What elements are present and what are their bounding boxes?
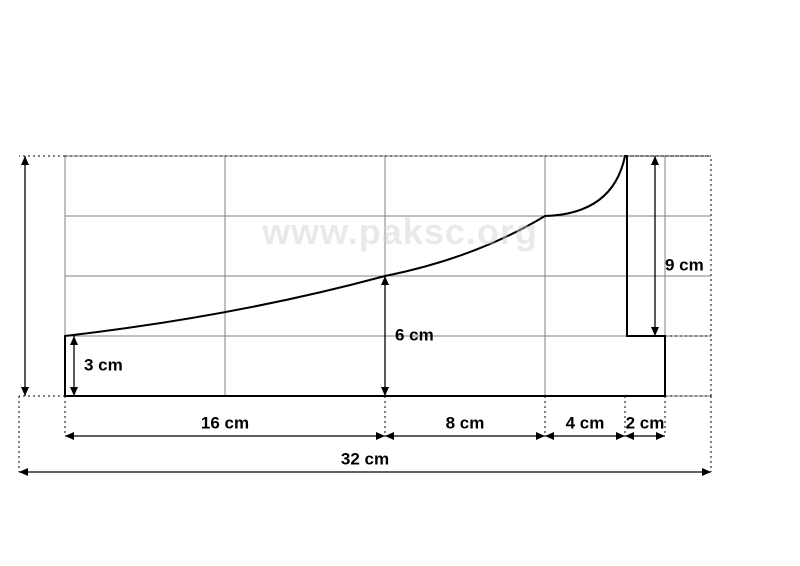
svg-text:4 cm: 4 cm bbox=[566, 413, 605, 432]
svg-text:9 cm: 9 cm bbox=[665, 255, 704, 274]
diagram-canvas: 12 cm3 cm6 cm9 cm16 cm8 cm4 cm2 cm32 cm bbox=[0, 0, 800, 566]
svg-text:3 cm: 3 cm bbox=[84, 355, 123, 374]
svg-text:16 cm: 16 cm bbox=[201, 413, 249, 432]
svg-text:6 cm: 6 cm bbox=[395, 325, 434, 344]
svg-text:2 cm: 2 cm bbox=[626, 413, 665, 432]
svg-text:32 cm: 32 cm bbox=[341, 449, 389, 468]
svg-text:8 cm: 8 cm bbox=[446, 413, 485, 432]
